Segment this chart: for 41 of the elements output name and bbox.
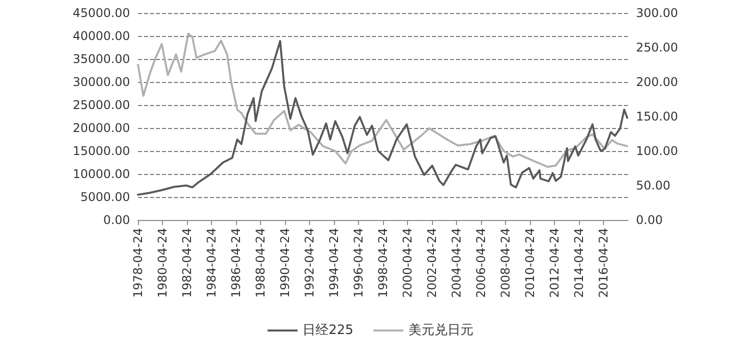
y-tick-label: 40000.00	[72, 29, 130, 43]
x-tick-label: 1980-04-24	[156, 228, 170, 298]
y-tick-label: 10000.00	[72, 167, 130, 181]
y2-tick-label: 150.00	[636, 110, 678, 124]
y-tick-label: 35000.00	[72, 52, 130, 66]
x-tick-label: 2004-04-24	[450, 228, 464, 298]
legend-label: 美元兑日元	[408, 322, 474, 338]
y-tick-label: 0.00	[103, 213, 130, 227]
x-tick-label: 2006-04-24	[474, 228, 488, 298]
y-tick-label: 25000.00	[72, 98, 130, 112]
x-tick-label: 1992-04-24	[302, 228, 317, 298]
y2-tick-label: 100.00	[636, 144, 678, 158]
x-tick-label: 1978-04-24	[131, 228, 145, 298]
x-tick-label: 1990-04-24	[278, 228, 292, 298]
x-tick-label: 1996-04-24	[352, 228, 366, 298]
x-tick-label: 1998-04-24	[376, 228, 390, 298]
y-tick-label: 5000.00	[80, 190, 130, 204]
line-series	[137, 40, 628, 196]
legend-label: 日经225	[302, 323, 354, 338]
x-tick-label: 2016-04-24	[596, 228, 611, 298]
x-tick-label: 1984-04-24	[204, 228, 219, 298]
x-tick-label: 1986-04-24	[229, 228, 243, 298]
x-tick-label: 2002-04-24	[425, 228, 439, 298]
x-tick-label: 1994-04-24	[327, 228, 341, 298]
x-tick-label: 2010-04-24	[523, 228, 537, 298]
x-tick-label: 2008-04-24	[498, 228, 513, 298]
x-tick-label: 1988-04-24	[254, 228, 268, 298]
y2-tick-label: 0.00	[636, 213, 663, 227]
y2-tick-label: 200.00	[636, 75, 678, 89]
y2-tick-label: 50.00	[636, 178, 670, 192]
y-tick-label: 20000.00	[72, 121, 130, 135]
x-tick-label: 2012-04-24	[548, 228, 562, 298]
y2-tick-label: 250.00	[636, 40, 678, 54]
y2-tick-label: 300.00	[636, 6, 678, 20]
line-series	[137, 32, 628, 168]
y-tick-label: 30000.00	[72, 75, 130, 89]
y-tick-label: 45000.00	[72, 6, 130, 20]
y-tick-label: 15000.00	[72, 144, 130, 158]
x-tick-label: 2014-04-24	[572, 228, 586, 298]
x-tick-label: 1982-04-24	[180, 228, 194, 298]
x-tick-label: 2000-04-24	[400, 228, 415, 298]
